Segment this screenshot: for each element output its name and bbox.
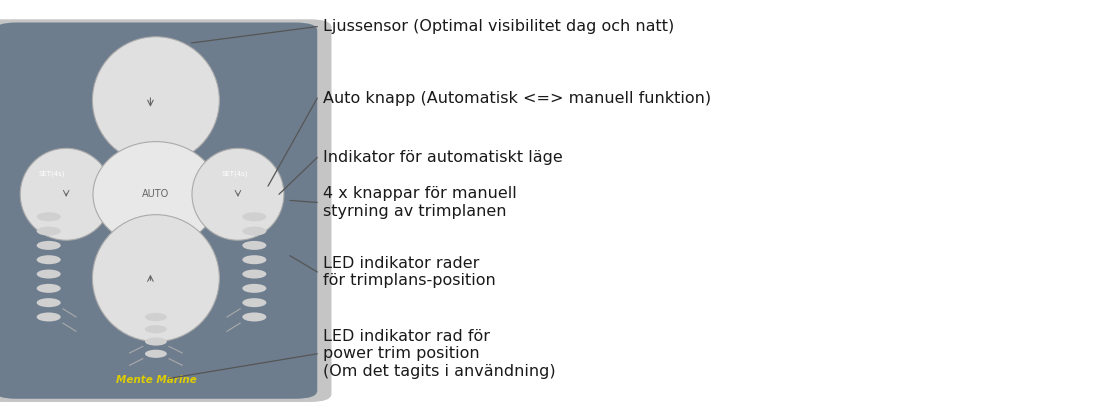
Ellipse shape bbox=[193, 148, 284, 240]
Circle shape bbox=[37, 270, 61, 279]
Circle shape bbox=[243, 312, 267, 321]
FancyBboxPatch shape bbox=[0, 22, 317, 399]
Text: LED indikator rader
för trimplans-position: LED indikator rader för trimplans-positi… bbox=[323, 256, 496, 288]
Ellipse shape bbox=[92, 37, 219, 164]
Text: SET(4s): SET(4s) bbox=[221, 171, 248, 177]
Circle shape bbox=[37, 298, 61, 307]
Circle shape bbox=[144, 337, 166, 346]
Ellipse shape bbox=[93, 142, 219, 247]
Text: LED indikator rad för
power trim position
(Om det tagits i användning): LED indikator rad för power trim positio… bbox=[323, 329, 556, 379]
Text: AUTO: AUTO bbox=[142, 189, 170, 199]
Circle shape bbox=[144, 325, 166, 333]
Circle shape bbox=[144, 350, 166, 358]
Circle shape bbox=[37, 284, 61, 293]
Text: Auto knapp (Automatisk <=> manuell funktion): Auto knapp (Automatisk <=> manuell funkt… bbox=[323, 91, 711, 106]
Circle shape bbox=[243, 255, 267, 264]
Circle shape bbox=[37, 212, 61, 221]
Circle shape bbox=[37, 255, 61, 264]
Circle shape bbox=[243, 212, 267, 221]
Text: SET(4s): SET(4s) bbox=[38, 171, 66, 177]
FancyBboxPatch shape bbox=[0, 19, 331, 402]
Circle shape bbox=[37, 241, 61, 250]
Text: Ljussensor (Optimal visibilitet dag och natt): Ljussensor (Optimal visibilitet dag och … bbox=[323, 19, 674, 34]
Circle shape bbox=[37, 227, 61, 236]
Circle shape bbox=[243, 241, 267, 250]
Text: Indikator för automatiskt läge: Indikator för automatiskt läge bbox=[323, 150, 562, 165]
Circle shape bbox=[243, 284, 267, 293]
Circle shape bbox=[144, 313, 166, 321]
Circle shape bbox=[243, 227, 267, 236]
Circle shape bbox=[243, 270, 267, 279]
Text: Mente Marine: Mente Marine bbox=[116, 375, 196, 385]
Circle shape bbox=[37, 312, 61, 321]
Ellipse shape bbox=[92, 215, 219, 342]
Ellipse shape bbox=[21, 148, 113, 240]
Text: 4 x knappar för manuell
styrning av trimplanen: 4 x knappar för manuell styrning av trim… bbox=[323, 186, 516, 219]
Circle shape bbox=[243, 298, 267, 307]
